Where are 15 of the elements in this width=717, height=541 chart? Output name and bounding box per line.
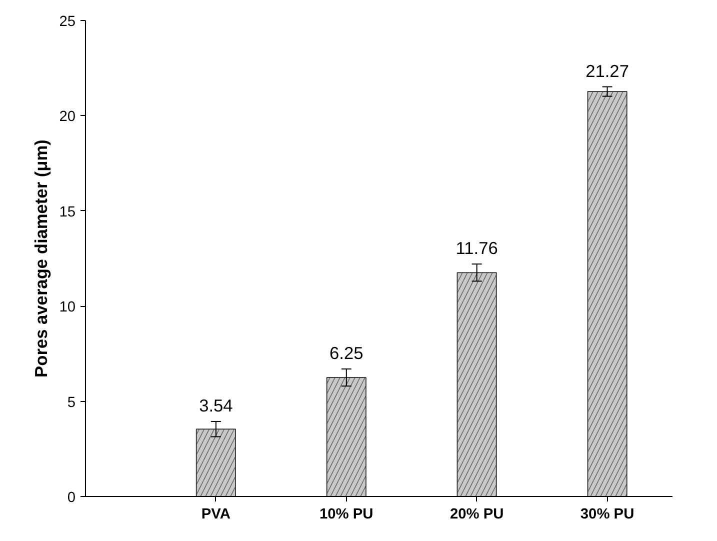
data-label: 11.76 [456, 238, 498, 258]
y-axis-title: Pores average diameter (μm) [31, 140, 52, 378]
x-tick-label: PVA [201, 506, 231, 522]
data-label: 6.25 [330, 342, 364, 363]
y-tick-label: 5 [67, 394, 76, 411]
y-tick-label: 10 [59, 300, 76, 316]
x-tick-label: 10% PU [320, 506, 374, 522]
x-tick-label: 30% PU [580, 506, 634, 522]
y-tick-label: 15 [59, 204, 76, 220]
data-label: 3.54 [199, 395, 234, 416]
y-tick-label: 0 [67, 490, 76, 506]
x-tick-label: 20% PU [450, 506, 504, 522]
y-tick-label: 20 [59, 109, 76, 126]
data-label: 21.27 [586, 60, 629, 81]
y-tick-label: 25 [59, 14, 76, 30]
